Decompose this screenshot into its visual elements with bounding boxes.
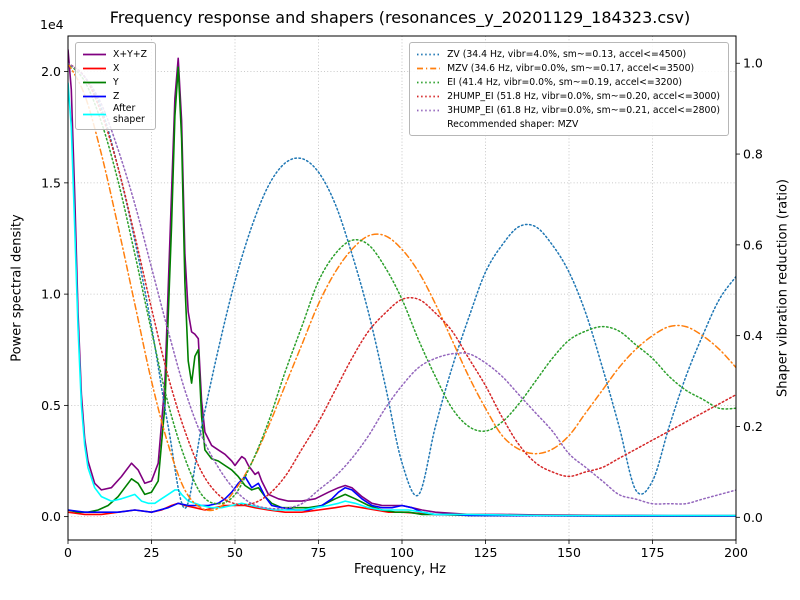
legend-line-sample [83,81,106,83]
x-tick-label: 75 [311,545,327,560]
y-left-tick-label: 2.0 [41,64,61,79]
ticks: 0 25 50 75 100 125 150 175 200 0.0 0.5 1.0 1.5 2.0 0.0… [41,56,763,560]
psd-curve-x-y-z [68,49,736,517]
legend-item-label: After shaper [113,103,145,125]
legend-line-sample [83,95,106,97]
y-axis-label-left: Power spectral density [9,214,25,362]
y-right-tick-label: 0.8 [743,147,763,162]
legend-item-label: 3HUMP_EI (61.8 Hz, vibr=0.0%, sm~=0.21, … [447,104,720,116]
legend-item-ei: EI (41.4 Hz, vibr=0.0%, sm~=0.19, accel<… [416,75,720,89]
legend-item-label: ZV (34.4 Hz, vibr=4.0%, sm~=0.13, accel<… [447,48,687,60]
x-tick-label: 25 [144,545,160,560]
legend-line-sample [417,67,441,69]
y-right-tick-label: 0.0 [743,510,763,525]
x-tick-label: 125 [474,545,498,560]
legend-item-label: EI (41.4 Hz, vibr=0.0%, sm~=0.19, accel<… [447,76,683,88]
legend-item-label: MZV (34.6 Hz, vibr=0.0%, sm~=0.17, accel… [447,62,695,74]
y-left-tick-label: 1.0 [41,287,61,302]
legend-item-label: 2HUMP_EI (51.8 Hz, vibr=0.0%, sm~=0.20, … [447,90,720,102]
shaper-curve-ei [68,62,736,505]
legend-recommended-shaper: Recommended shaper: MZV [416,117,720,131]
x-axis-label: Frequency, Hz [353,562,447,577]
y-left-tick-label: 0.0 [41,509,61,524]
legend-note-label: Recommended shaper: MZV [447,118,579,130]
legend-line-sample [417,53,441,55]
legend-item-label: X [113,62,120,74]
legend-item-z: Z [82,89,147,103]
legend-line-sample [417,109,441,111]
psd-curve-y [68,66,736,517]
legend-item-label: Z [113,90,120,102]
legend-item-3hump-ei: 3HUMP_EI (61.8 Hz, vibr=0.0%, sm~=0.21, … [416,103,720,117]
y-right-tick-label: 0.6 [743,237,763,252]
y-right-tick-label: 1.0 [743,56,763,71]
x-tick-label: 0 [64,545,72,560]
shaper-curve-3hump-ei [68,62,736,510]
shaper-curve-mzv [68,62,736,512]
legend-psd: X+Y+Z X Y Z After shaper [75,42,156,130]
x-tick-label: 200 [724,545,748,560]
legend-line-sample [83,113,106,115]
legend-shapers: ZV (34.4 Hz, vibr=4.0%, sm~=0.13, accel<… [409,42,729,136]
curves [68,49,736,517]
legend-line-sample [417,95,441,97]
legend-item-x-y-z: X+Y+Z [82,47,147,61]
x-tick-label: 100 [390,545,414,560]
legend-item-2hump-ei: 2HUMP_EI (51.8 Hz, vibr=0.0%, sm~=0.20, … [416,89,720,103]
legend-item-y: Y [82,75,147,89]
x-tick-label: 150 [557,545,581,560]
y-axis-offset-label: 1e4 [40,17,64,32]
x-tick-label: 175 [641,545,665,560]
psd-curve-after-shaper [68,82,736,517]
legend-line-sample [417,81,441,83]
x-tick-label: 50 [227,545,243,560]
legend-line-sample [83,67,106,69]
legend-item-x: X [82,61,147,75]
legend-item-label: Y [113,76,119,88]
legend-item-mzv: MZV (34.6 Hz, vibr=0.0%, sm~=0.17, accel… [416,61,720,75]
y-right-tick-label: 0.2 [743,419,763,434]
legend-line-sample [83,53,106,55]
shaper-curve-2hump-ei [68,62,736,506]
legend-item-after-shaper: After shaper [82,103,147,125]
y-left-tick-label: 1.5 [41,175,61,190]
y-axis-label-right: Shaper vibration reduction (ratio) [775,179,791,397]
y-right-tick-label: 0.4 [743,328,763,343]
legend-item-zv: ZV (34.4 Hz, vibr=4.0%, sm~=0.13, accel<… [416,47,720,61]
chart-title: Frequency response and shapers (resonanc… [109,8,691,27]
legend-item-label: X+Y+Z [113,48,147,60]
shaper-curve-zv [68,62,736,509]
y-left-tick-label: 0.5 [41,398,61,413]
